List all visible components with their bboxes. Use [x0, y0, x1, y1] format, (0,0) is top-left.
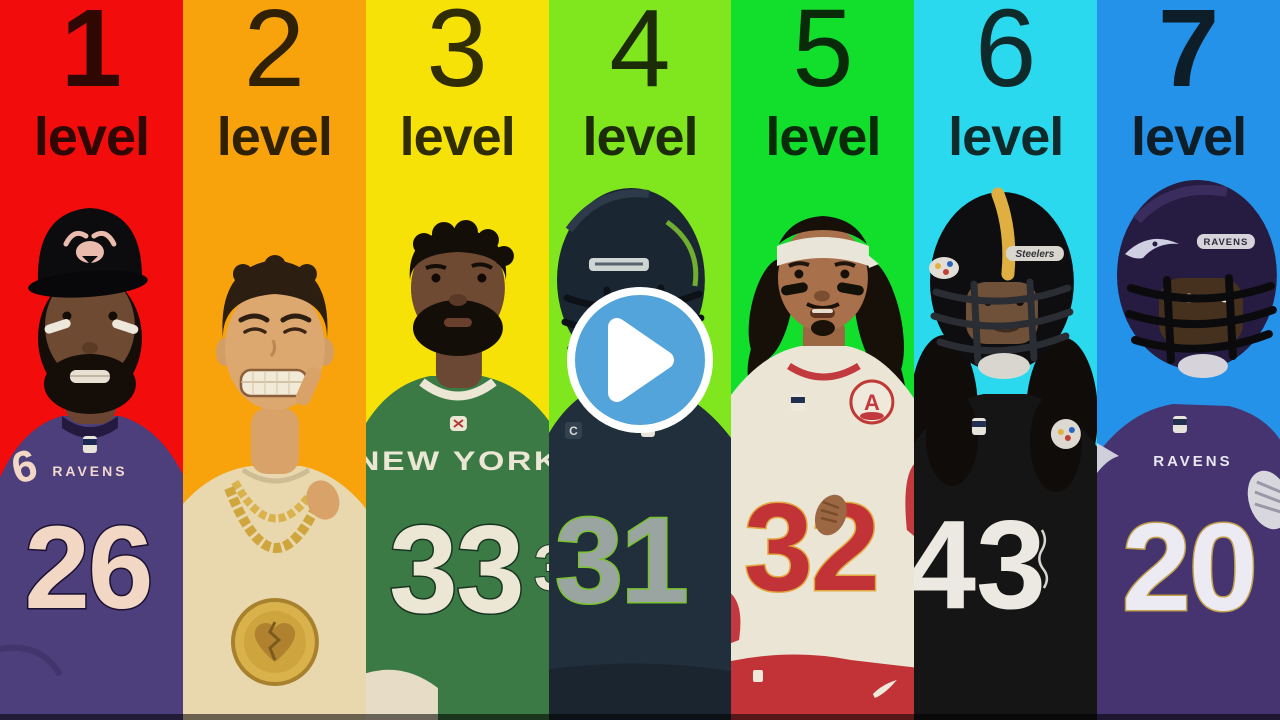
jersey-wordmark: RAVENS — [1153, 453, 1232, 470]
grin — [239, 368, 309, 398]
level-column-1: 1 level 6 — [0, 0, 183, 720]
swoosh-icon — [873, 680, 898, 698]
eye-black-strips — [781, 282, 865, 296]
level-label: level — [399, 107, 516, 167]
nfl-shield-icon — [972, 418, 987, 435]
level-column-2: 2 level — [182, 0, 366, 720]
level-label: level — [948, 107, 1064, 167]
player-ravens-20-illustration: RAVENS — [1097, 180, 1280, 720]
play-button[interactable] — [565, 285, 715, 435]
level-number: 4 — [609, 0, 671, 110]
level-column-5: 5 level — [731, 0, 915, 720]
ravens-helmet: RAVENS — [1117, 180, 1278, 378]
player-seahawks-31-illustration: C 31 — [548, 188, 732, 720]
svg-text:A: A — [864, 390, 880, 415]
nfl-shield-icon — [1173, 416, 1188, 433]
raven-logo — [1125, 238, 1180, 259]
jersey-wordmark: RAVENS — [52, 463, 127, 479]
helmet-label: RAVENS — [1204, 237, 1249, 248]
jersey-number: 26 — [24, 501, 151, 633]
jersey-number: 43 — [914, 494, 1046, 635]
player-chains-illustration — [182, 255, 366, 720]
level-number: 2 — [243, 0, 305, 110]
facemask — [930, 278, 1074, 366]
level-label: level — [582, 107, 698, 167]
level-label: level — [216, 107, 333, 167]
facemask — [1125, 274, 1278, 364]
nfl-shield-icon — [82, 436, 97, 453]
level-label: level — [765, 107, 881, 167]
captain-patch: C — [564, 422, 582, 439]
player-steelers-43-illustration: Steelers — [914, 187, 1098, 720]
level-column-7: 7 level RAVENS — [1097, 0, 1280, 720]
helmet-label: Steelers — [1016, 249, 1055, 260]
level-number: 3 — [426, 0, 488, 110]
jersey-number: 32 — [744, 479, 878, 617]
level-label: level — [33, 107, 150, 167]
jersey-number: 20 — [1122, 499, 1256, 637]
level-number: 7 — [1157, 0, 1220, 110]
bottom-shade — [0, 714, 1280, 720]
player-chiefs-32-illustration: A 32 — [731, 216, 915, 720]
level-label: level — [1131, 107, 1247, 167]
sleeve-number: 3 — [534, 532, 549, 604]
bulls-cap — [28, 208, 148, 298]
nfl-shield-icon — [791, 394, 806, 411]
gold-medallion — [230, 598, 319, 686]
eye-black-strips — [44, 319, 139, 334]
level-column-6: 6 level — [914, 0, 1098, 720]
level-number: 6 — [975, 0, 1037, 110]
player-jets-33-illustration: NEW YORK 33 3 — [365, 220, 549, 720]
jersey-number: 33 — [389, 501, 523, 639]
jersey-number: 31 — [555, 492, 687, 628]
steelers-helmet: Steelers — [929, 187, 1075, 379]
play-icon — [567, 287, 713, 433]
level-number: 5 — [792, 0, 854, 110]
steelers-logo-patch — [1051, 419, 1082, 449]
level-number: 1 — [60, 0, 123, 110]
chiefs-arrowhead-patch: A — [849, 379, 895, 425]
svg-text:C: C — [569, 424, 578, 438]
level-column-3: 3 level — [365, 0, 549, 720]
headband — [777, 237, 880, 268]
player-ravens-26-illustration: 6 — [0, 208, 183, 720]
nfl-100-patch — [449, 416, 467, 431]
jersey-wordmark: NEW YORK — [366, 446, 549, 476]
